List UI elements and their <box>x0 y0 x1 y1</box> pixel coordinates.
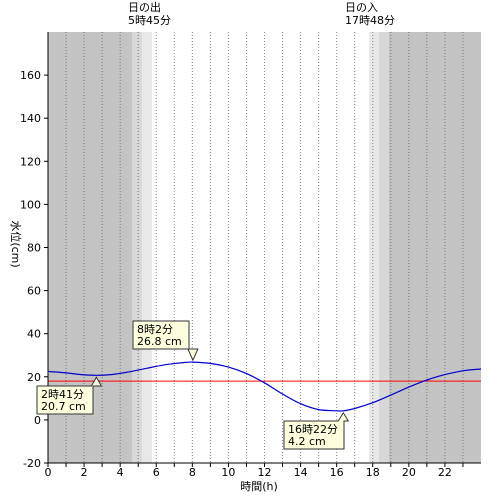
callout-box <box>283 411 350 450</box>
x-tick-label: 8 <box>189 466 196 479</box>
callout-time: 16時22分 <box>288 423 338 436</box>
x-tick-label: 12 <box>258 466 272 479</box>
callout-value: 20.7 cm <box>41 400 86 413</box>
x-tick-label: 0 <box>45 466 52 479</box>
x-tick-label: 2 <box>81 466 88 479</box>
x-tick-label: 4 <box>117 466 124 479</box>
morning-twilight-band <box>141 32 152 463</box>
callout-value: 26.8 cm <box>137 335 182 348</box>
y-tick-label: -20 <box>23 457 41 470</box>
callout-box <box>36 376 103 415</box>
x-tick-label: 22 <box>438 466 452 479</box>
callout-value: 4.2 cm <box>288 435 326 448</box>
x-tick-label: 6 <box>153 466 160 479</box>
callout-box <box>132 320 199 362</box>
y-tick-label: 60 <box>27 285 41 298</box>
y-tick-label: 0 <box>34 414 41 427</box>
sunset-label: 日の入 <box>345 1 378 14</box>
y-tick-label: 160 <box>20 69 41 82</box>
x-tick-label: 10 <box>221 466 235 479</box>
water-level-line <box>47 361 482 412</box>
y-tick-label: 20 <box>27 371 41 384</box>
daylight-background <box>151 32 370 463</box>
callout-time: 8時2分 <box>137 323 173 336</box>
sunrise-time: 5時45分 <box>128 14 171 27</box>
evening-twilight-band <box>369 32 380 463</box>
x-tick-label: 16 <box>330 466 344 479</box>
x-axis-label: 時間(h) <box>240 480 278 493</box>
sunset-time: 17時48分 <box>345 14 395 27</box>
x-tick-label: 18 <box>366 466 380 479</box>
y-tick-label: 140 <box>20 112 41 125</box>
x-tick-label: 14 <box>294 466 308 479</box>
x-tick-label: 20 <box>402 466 416 479</box>
y-tick-label: 80 <box>27 242 41 255</box>
y-tick-label: 40 <box>27 328 41 341</box>
callout-time: 2時41分 <box>41 388 84 401</box>
y-tick-label: 100 <box>20 198 41 211</box>
sunrise-label: 日の出 <box>128 0 161 14</box>
y-tick-label: 120 <box>20 155 41 168</box>
y-axis-label: 水位(cm) <box>9 220 23 267</box>
